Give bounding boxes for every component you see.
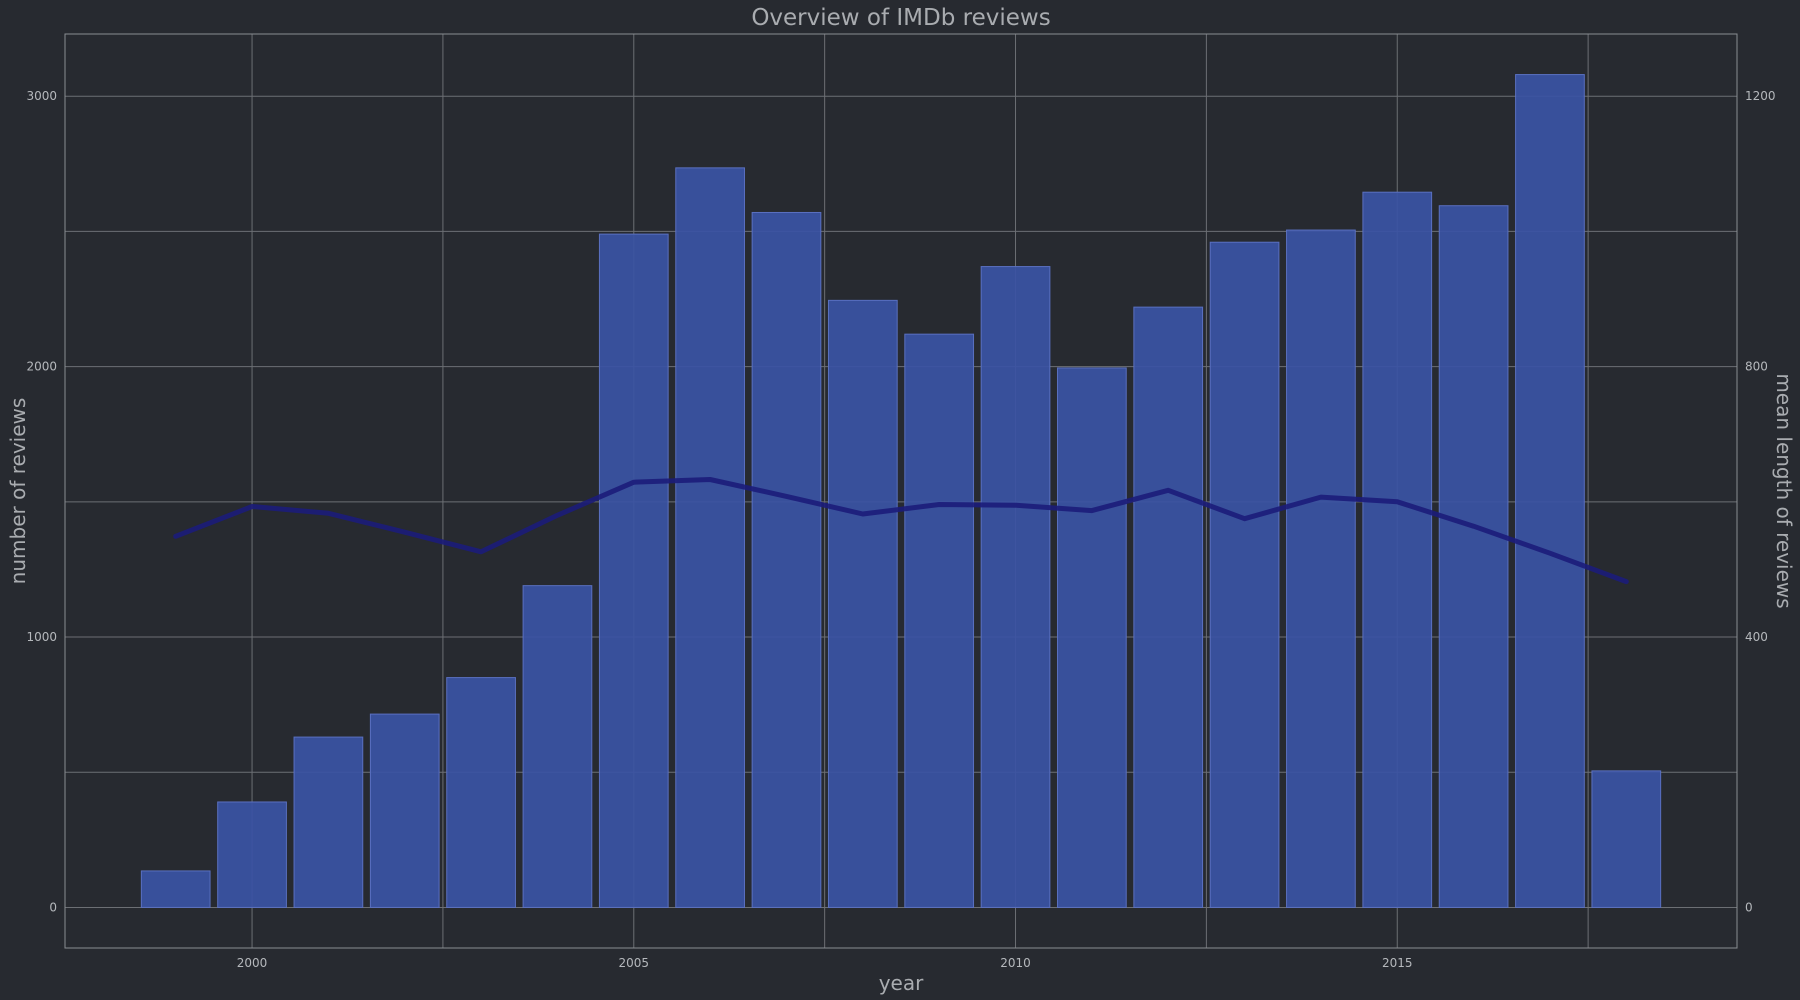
y2-axis-label: mean length of reviews: [1772, 373, 1796, 608]
bar-2011: [1057, 367, 1127, 908]
bar-2005: [598, 233, 669, 908]
y-tick-label: 3000: [26, 89, 57, 103]
tick-labels: 2000 2005 2010 2015 0 1000 2000 3000 0 400 800 1200: [26, 89, 1775, 970]
bar-2014: [1286, 229, 1356, 908]
y-tick-label: 1000: [26, 630, 57, 644]
bar-2015: [1362, 191, 1433, 908]
bar-2009: [904, 333, 975, 908]
bar-2006: [675, 167, 745, 908]
x-axis-label: year: [879, 971, 924, 995]
y2-tick-label: 400: [1745, 630, 1768, 644]
x-tick-label: 2010: [1000, 956, 1031, 970]
y-tick-label: 2000: [26, 360, 57, 374]
bar-2003: [446, 677, 516, 908]
x-tick-label: 2005: [619, 956, 650, 970]
bar-2012: [1133, 306, 1204, 908]
bar-1999: [140, 870, 211, 908]
y2-tick-label: 0: [1745, 900, 1753, 914]
x-tick-label: 2015: [1382, 956, 1413, 970]
y-tick-label: 0: [49, 900, 57, 914]
y2-tick-label: 1200: [1745, 89, 1776, 103]
bar-2016: [1438, 205, 1509, 908]
bar-2013: [1209, 241, 1280, 908]
mean-length-series-line: [173, 477, 1629, 585]
plot-frame: [64, 33, 1738, 949]
y2-tick-label: 800: [1745, 360, 1768, 374]
bar-2018: [1591, 770, 1662, 908]
x-tick-label: 2000: [237, 956, 268, 970]
bar-2010: [980, 266, 1051, 908]
bar-2002: [369, 713, 440, 908]
chart-title: Overview of IMDb reviews: [751, 5, 1050, 31]
bar-2000: [217, 801, 287, 908]
bar-2017: [1515, 74, 1585, 908]
bar-2001: [293, 736, 364, 908]
bars: [140, 74, 1662, 908]
bar-2008: [827, 299, 898, 908]
bar-2004: [522, 585, 593, 908]
bar-2007: [751, 211, 822, 908]
y-axis-label: number of reviews: [6, 398, 30, 585]
mean-length-line: [173, 477, 1629, 585]
